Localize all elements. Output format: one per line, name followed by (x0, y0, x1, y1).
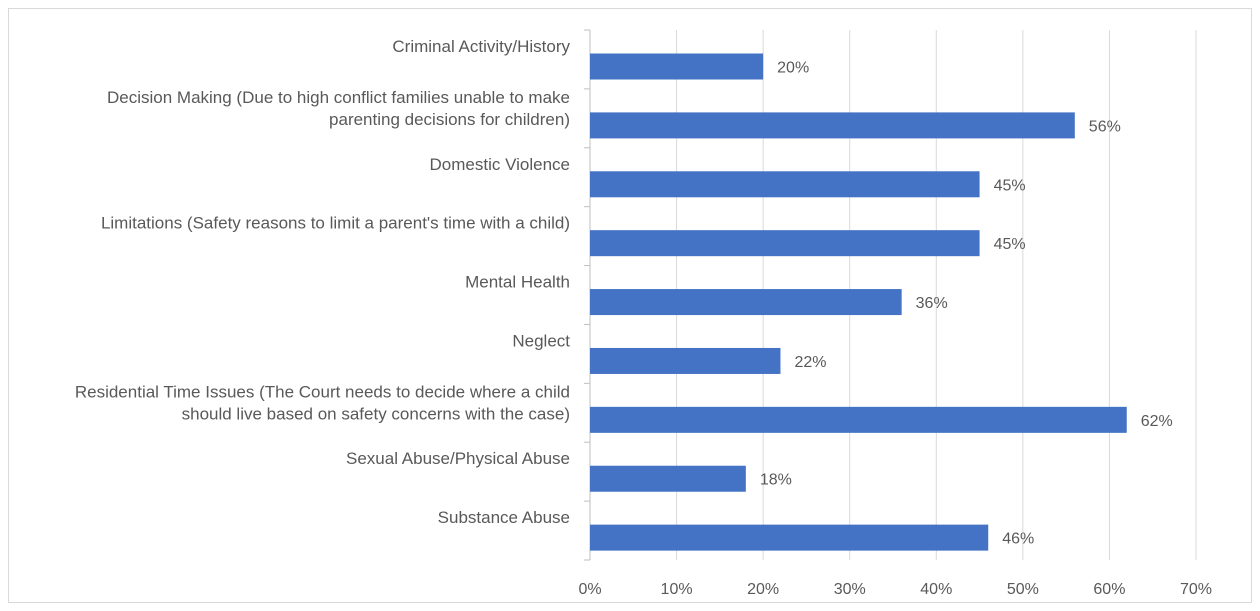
bar (590, 230, 980, 257)
data-label: 45% (994, 177, 1026, 194)
category-label: Limitations (Safety reasons to limit a p… (101, 214, 570, 233)
category-label: Sexual Abuse/Physical Abuse (346, 449, 570, 468)
bar (590, 524, 989, 551)
chart-frame (8, 8, 1252, 603)
x-tick-label: 60% (1093, 581, 1125, 598)
category-label: parenting decisions for children) (329, 110, 570, 129)
x-tick-label: 70% (1180, 581, 1212, 598)
data-label: 36% (916, 295, 948, 312)
category-label: Residential Time Issues (The Court needs… (75, 382, 570, 401)
category-label: Neglect (512, 331, 570, 350)
data-label: 22% (794, 354, 826, 371)
x-tick-label: 40% (920, 581, 952, 598)
category-label: Criminal Activity/History (392, 37, 570, 56)
data-label: 62% (1141, 413, 1173, 430)
category-label: Domestic Violence (430, 155, 570, 174)
bar (590, 112, 1075, 139)
category-labels: Criminal Activity/History Decision Making… (75, 37, 571, 527)
bar (590, 171, 980, 198)
category-label: Mental Health (465, 273, 570, 292)
data-label: 20% (777, 60, 809, 77)
category-label: Substance Abuse (438, 508, 570, 527)
bar (590, 289, 902, 316)
x-tick-label: 50% (1007, 581, 1039, 598)
data-label: 56% (1089, 118, 1121, 135)
x-axis-ticks: 0% 10% 20% 30% 40% 50% 60% 70% (578, 581, 1212, 598)
x-tick-label: 10% (661, 581, 693, 598)
bar (590, 347, 781, 374)
bars (590, 53, 1127, 551)
bar (590, 53, 764, 80)
data-label: 46% (1002, 531, 1034, 548)
data-label: 45% (994, 236, 1026, 253)
bar (590, 406, 1127, 433)
data-labels: 20% 56% 45% 45% 36% 22% 62% 18% 46% (760, 60, 1173, 548)
category-label: Decision Making (Due to high conflict fa… (107, 88, 570, 107)
data-label: 18% (760, 472, 792, 489)
bar (590, 465, 746, 492)
x-tick-label: 30% (834, 581, 866, 598)
x-tick-label: 0% (578, 581, 601, 598)
category-label: should live based on safety concerns wit… (182, 404, 570, 423)
x-tick-label: 20% (747, 581, 779, 598)
